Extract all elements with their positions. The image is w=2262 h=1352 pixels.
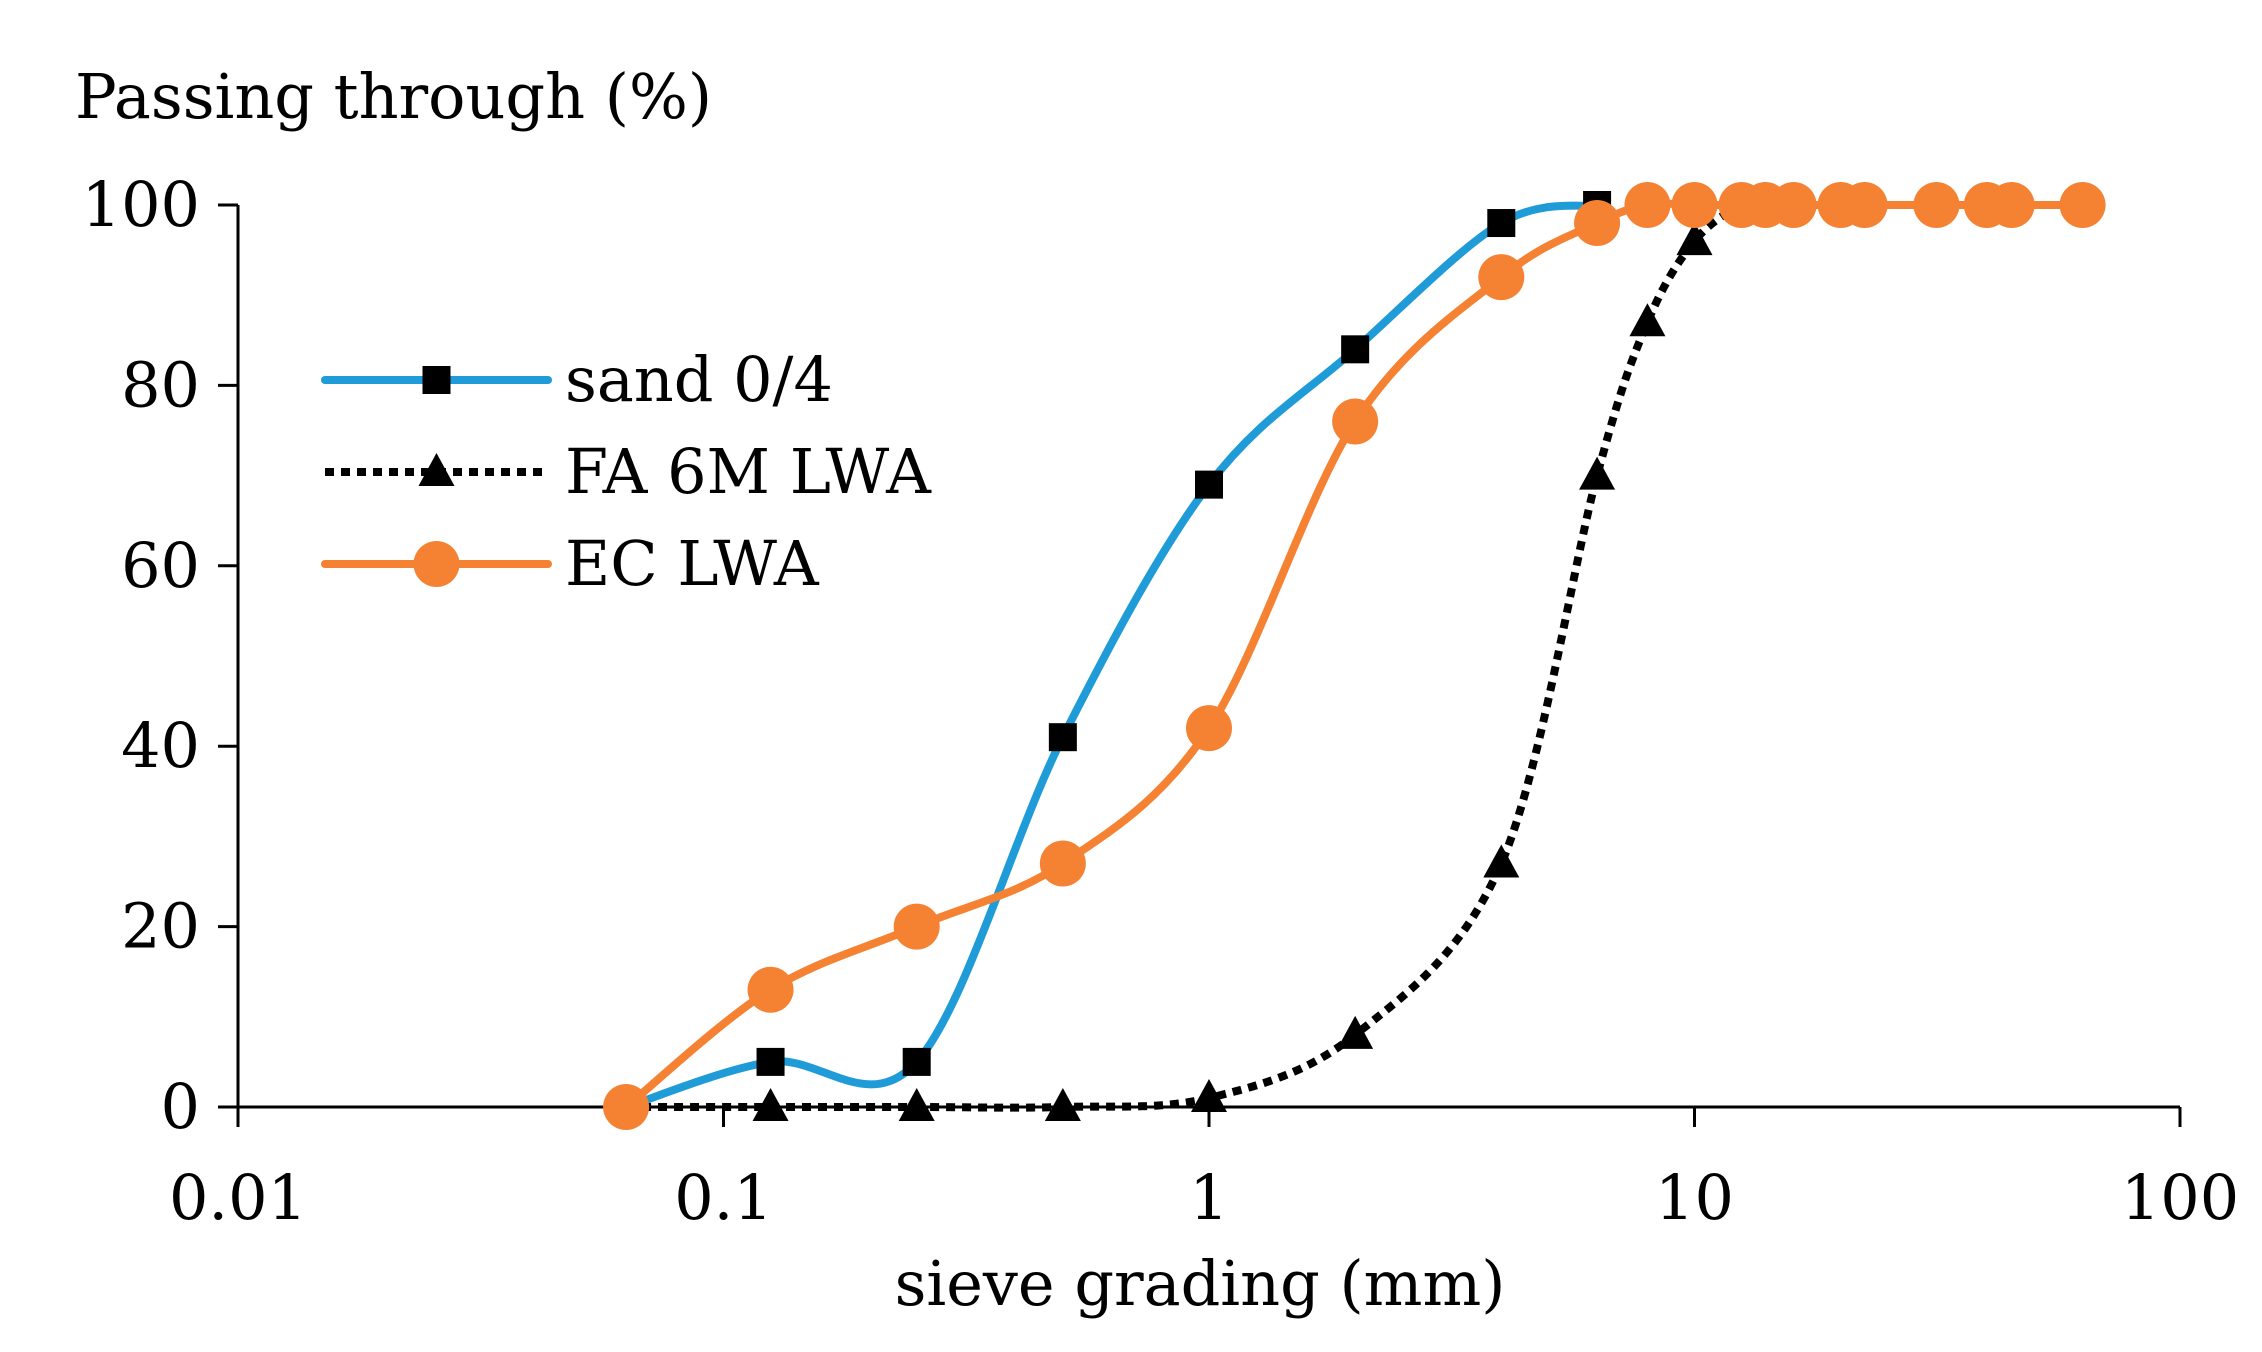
data-point-ec-lwa: [1039, 840, 1086, 887]
y-tick-label: 20: [121, 890, 200, 963]
data-point-ec-lwa: [1574, 200, 1621, 247]
data-point-ec-lwa: [747, 966, 794, 1013]
data-point-ec-lwa: [1841, 182, 1888, 228]
data-point-ec-lwa: [1913, 182, 1960, 228]
data-point-sand-0-4: [1341, 335, 1370, 364]
y-tick-label: 60: [121, 529, 200, 602]
legend-marker-fa-6m-lwa: [418, 453, 455, 486]
legend-marker-sand-0-4: [422, 366, 451, 394]
data-point-ec-lwa: [1624, 182, 1671, 228]
data-point-ec-lwa: [1332, 398, 1379, 445]
legend: sand 0/4 FA 6M LWA EC LWA: [321, 343, 932, 600]
data-point-ec-lwa: [893, 903, 940, 950]
data-point-sand-0-4: [1048, 723, 1077, 752]
data-point-fa-6m-lwa: [1191, 1078, 1227, 1112]
data-point-sand-0-4: [1487, 209, 1516, 238]
series-layer: [603, 182, 2106, 1130]
legend-label-fa-6m-lwa: FA 6M LWA: [565, 435, 932, 508]
data-point-sand-0-4: [1195, 470, 1223, 499]
y-tick-label: 100: [82, 168, 200, 241]
data-point-fa-6m-lwa: [1044, 1088, 1081, 1121]
legend-label-sand-0-4: sand 0/4: [565, 343, 833, 416]
data-point-fa-6m-lwa: [1483, 844, 1520, 878]
legend-item-ec-lwa: EC LWA: [321, 527, 820, 600]
x-tick-label: 1: [1189, 1161, 1228, 1234]
data-point-ec-lwa: [1770, 182, 1817, 228]
x-axis-title: sieve grading (mm): [895, 1247, 1506, 1320]
series-fa-6m-lwa: [608, 186, 2101, 1121]
data-point-fa-6m-lwa: [1629, 303, 1666, 337]
data-point-sand-0-4: [902, 1047, 931, 1076]
data-point-ec-lwa: [2059, 182, 2106, 228]
legend-item-fa-6m-lwa: FA 6M LWA: [325, 435, 932, 508]
data-point-sand-0-4: [756, 1047, 785, 1076]
x-tick-label: 100: [2121, 1161, 2239, 1234]
data-point-ec-lwa: [603, 1084, 650, 1130]
series-ec-lwa: [603, 182, 2106, 1130]
x-tick-label: 0.1: [674, 1161, 773, 1234]
y-tick-label: 40: [121, 709, 200, 782]
data-point-fa-6m-lwa: [898, 1088, 935, 1121]
x-tick-label: 0.01: [169, 1161, 307, 1234]
data-point-ec-lwa: [1671, 182, 1718, 228]
y-tick-label: 0: [161, 1070, 200, 1143]
legend-item-sand-0-4: sand 0/4: [321, 343, 833, 416]
data-point-fa-6m-lwa: [1676, 222, 1713, 256]
data-point-ec-lwa: [1478, 254, 1525, 301]
data-point-fa-6m-lwa: [1579, 456, 1616, 490]
x-tick-label: 10: [1655, 1161, 1734, 1234]
data-point-ec-lwa: [1186, 705, 1232, 752]
data-point-ec-lwa: [1988, 182, 2035, 228]
y-tick-label: 80: [121, 348, 200, 421]
legend-label-ec-lwa: EC LWA: [565, 527, 820, 600]
data-point-fa-6m-lwa: [1337, 1015, 1374, 1049]
y-axis-title: Passing through (%): [75, 60, 712, 133]
legend-marker-ec-lwa: [413, 541, 460, 587]
data-point-fa-6m-lwa: [752, 1088, 789, 1121]
series-line-sand-0-4: [622, 201, 1602, 1111]
axes: 0 20 40 60 80 100 0.01 0.1 1 10 100: [82, 168, 2240, 1234]
